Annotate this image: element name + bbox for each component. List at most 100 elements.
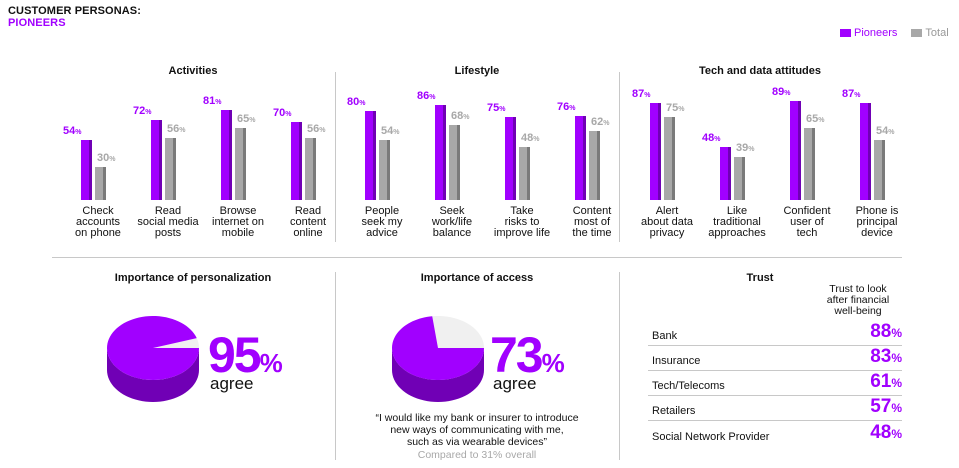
category-label: Confident user of tech xyxy=(767,206,847,239)
bar-total xyxy=(305,137,316,200)
category-label-line: privacy xyxy=(649,227,685,239)
category-label-line: tech xyxy=(796,227,818,239)
divider-horizontal xyxy=(52,257,902,258)
data-label-pioneers-number: 70 xyxy=(273,107,286,120)
bar-pioneers xyxy=(790,101,801,200)
trust-value-number: 48 xyxy=(870,422,892,443)
bar-pioneers-side xyxy=(159,120,162,200)
category-label-line: seek my xyxy=(361,216,403,228)
trust-value-unit: % xyxy=(891,401,902,415)
section-title-trust: Trust xyxy=(746,272,774,284)
bar-total xyxy=(449,124,460,200)
data-label-pioneers-number: 72 xyxy=(133,105,146,118)
data-label-total-unit: % xyxy=(179,126,186,134)
category-label: Read social media posts xyxy=(128,206,208,239)
trust-row-value: 88% xyxy=(842,322,902,342)
data-label-pioneers-number: 86 xyxy=(417,89,430,102)
data-label-total-number: 39 xyxy=(736,141,749,154)
trust-row-value: 83% xyxy=(842,346,902,367)
bar-total-side xyxy=(173,137,176,200)
trust-row-label: Insurance xyxy=(652,355,701,367)
data-label-total: 48% xyxy=(521,132,539,144)
legend-pioneers-swatch xyxy=(840,29,851,37)
category-label-line: Browse xyxy=(219,205,257,217)
quote-line: such as via wearable devices” xyxy=(406,436,548,448)
legend-total-label: Total xyxy=(925,27,949,39)
data-label-pioneers-number: 81 xyxy=(203,95,216,108)
category-label-line: on phone xyxy=(75,227,121,239)
bar-pioneers xyxy=(151,120,162,200)
data-label-total: 68% xyxy=(451,110,469,122)
trust-row: Bank 88% xyxy=(648,321,902,346)
title-line-1: CUSTOMER PERSONAS: xyxy=(8,5,141,17)
bar-pioneers-side xyxy=(89,140,92,200)
category-label: Check accounts on phone xyxy=(58,206,138,239)
data-label-total-unit: % xyxy=(109,155,116,163)
data-label-pioneers: 76% xyxy=(557,101,575,113)
divider-vertical xyxy=(619,72,620,242)
bar-pioneers-side xyxy=(299,122,302,200)
bar-pioneers xyxy=(81,140,92,200)
category-label: Read content online xyxy=(268,206,348,239)
bar-total xyxy=(589,131,600,200)
section-title-access: Importance of access xyxy=(420,272,534,284)
category-label-line: People xyxy=(364,205,400,217)
bar-total-side xyxy=(457,124,460,200)
bar-pioneers xyxy=(505,116,516,200)
bar-pioneers-side xyxy=(868,103,871,200)
data-label-pioneers: 86% xyxy=(417,90,435,102)
category-label-line: device xyxy=(861,227,893,239)
page-title: CUSTOMER PERSONAS: PIONEERS xyxy=(8,5,141,29)
bar-total-side xyxy=(243,127,246,200)
bar-total xyxy=(95,166,106,200)
category-label-line: online xyxy=(293,227,323,239)
category-label-line: principal xyxy=(856,216,898,228)
bar-pioneers xyxy=(720,146,731,200)
bar-pioneers-side xyxy=(443,104,446,200)
category-label-line: advice xyxy=(366,227,398,239)
bar-total-side xyxy=(527,146,530,200)
data-label-total: 56% xyxy=(307,123,325,135)
bar-total xyxy=(664,116,675,200)
bar-pioneers-side xyxy=(583,115,586,200)
category-label-line: the time xyxy=(572,227,612,239)
data-label-total: 56% xyxy=(167,123,185,135)
data-label-total-number: 68 xyxy=(451,109,464,122)
data-label-pioneers: 70% xyxy=(273,107,291,119)
category-label: Browse internet on mobile xyxy=(198,206,278,239)
data-label-pioneers-number: 87 xyxy=(842,88,855,101)
trust-value-number: 57 xyxy=(870,396,892,417)
data-label-pioneers-unit: % xyxy=(215,99,222,107)
data-label-pioneers-number: 75 xyxy=(487,101,500,114)
trust-value-number: 83 xyxy=(870,346,892,367)
data-label-pioneers-number: 89 xyxy=(772,86,785,99)
trust-value-unit: % xyxy=(891,427,902,441)
data-label-pioneers: 48% xyxy=(702,132,720,144)
bar-pioneers xyxy=(860,103,871,200)
category-label-line: Like xyxy=(726,205,748,217)
data-label-pioneers-number: 76 xyxy=(557,100,570,113)
data-label-total-unit: % xyxy=(533,135,540,143)
data-label-total: 65% xyxy=(806,113,824,125)
bar-total xyxy=(379,140,390,200)
category-label-line: content xyxy=(289,216,327,228)
data-label-pioneers: 81% xyxy=(203,95,221,107)
data-label-total: 62% xyxy=(591,116,609,128)
category-label: Seek work/life balance xyxy=(412,206,492,239)
category-label-line: internet on xyxy=(212,216,264,228)
bar-total-side xyxy=(103,166,106,200)
category-label: Content most of the time xyxy=(552,206,632,239)
data-label-pioneers: 75% xyxy=(487,102,505,114)
bar-pioneers-side xyxy=(513,116,516,200)
data-label-total-number: 54 xyxy=(876,125,889,138)
section-title-lifestyle: Lifestyle xyxy=(454,65,500,77)
trust-row-value: 61% xyxy=(842,372,902,392)
data-label-pioneers: 89% xyxy=(772,86,790,98)
category-label-line: posts xyxy=(154,227,182,239)
bar-pioneers xyxy=(650,103,661,200)
data-label-total: 30% xyxy=(97,152,115,164)
data-label-total-unit: % xyxy=(748,145,755,153)
section-title-tech: Tech and data attitudes xyxy=(698,65,822,77)
trust-row: Insurance 83% xyxy=(648,346,902,371)
bar-pioneers-side xyxy=(229,110,232,200)
